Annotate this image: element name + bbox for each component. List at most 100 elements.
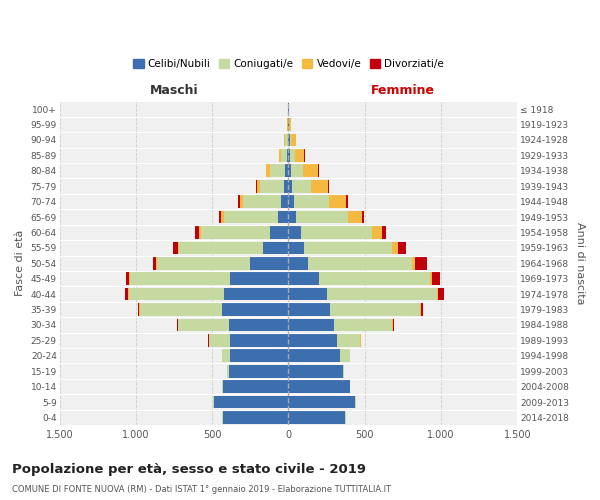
Bar: [219, 210, 221, 224]
Bar: [278, 210, 289, 224]
Bar: [398, 242, 406, 254]
Bar: [224, 288, 289, 300]
Bar: [430, 272, 432, 285]
Bar: [284, 134, 286, 146]
Bar: [345, 411, 346, 424]
Bar: [239, 196, 243, 208]
Bar: [288, 134, 289, 146]
Bar: [224, 210, 278, 224]
Bar: [178, 318, 229, 332]
Bar: [238, 196, 239, 208]
Bar: [289, 149, 290, 162]
Bar: [266, 164, 270, 177]
Bar: [328, 180, 329, 192]
Bar: [222, 411, 223, 424]
Bar: [281, 149, 287, 162]
Bar: [284, 180, 289, 192]
Bar: [294, 196, 329, 208]
Bar: [257, 180, 260, 192]
Bar: [213, 396, 214, 408]
Bar: [337, 334, 360, 346]
Bar: [289, 242, 304, 254]
Bar: [329, 196, 346, 208]
Bar: [214, 396, 289, 408]
Bar: [128, 288, 129, 300]
Bar: [229, 365, 289, 378]
Bar: [260, 180, 284, 192]
Bar: [308, 257, 412, 270]
Bar: [340, 350, 350, 362]
Bar: [179, 242, 263, 254]
Bar: [303, 164, 318, 177]
Bar: [129, 288, 224, 300]
Bar: [432, 272, 440, 285]
Bar: [318, 164, 319, 177]
Bar: [230, 350, 289, 362]
Bar: [291, 134, 296, 146]
Bar: [256, 180, 257, 192]
Bar: [289, 350, 340, 362]
Bar: [286, 164, 289, 177]
Bar: [230, 272, 289, 285]
Bar: [289, 365, 343, 378]
Bar: [129, 272, 130, 285]
Bar: [178, 242, 179, 254]
Bar: [230, 334, 289, 346]
Bar: [289, 134, 290, 146]
Bar: [201, 226, 270, 239]
Bar: [295, 149, 304, 162]
Bar: [140, 303, 222, 316]
Bar: [362, 210, 364, 224]
Bar: [177, 318, 178, 332]
Y-axis label: Fasce di età: Fasce di età: [15, 230, 25, 296]
Bar: [130, 272, 230, 285]
Text: Popolazione per età, sesso e stato civile - 2019: Popolazione per età, sesso e stato civil…: [12, 462, 366, 475]
Bar: [319, 272, 430, 285]
Bar: [243, 196, 281, 208]
Bar: [289, 380, 350, 393]
Bar: [289, 396, 355, 408]
Bar: [355, 396, 356, 408]
Bar: [223, 411, 289, 424]
Bar: [311, 180, 328, 192]
Bar: [250, 257, 289, 270]
Bar: [154, 257, 157, 270]
Bar: [222, 380, 223, 393]
Bar: [173, 242, 178, 254]
Bar: [270, 226, 289, 239]
Bar: [221, 210, 224, 224]
Bar: [412, 257, 415, 270]
Bar: [382, 226, 386, 239]
Bar: [223, 380, 289, 393]
Text: Maschi: Maschi: [150, 84, 199, 97]
Bar: [291, 164, 303, 177]
Bar: [289, 118, 291, 131]
Bar: [289, 411, 345, 424]
Bar: [138, 303, 139, 316]
Bar: [296, 210, 348, 224]
Bar: [263, 242, 289, 254]
Bar: [392, 242, 398, 254]
Text: COMUNE DI FONTE NUOVA (RM) - Dati ISTAT 1° gennaio 2019 - Elaborazione TUTTITALI: COMUNE DI FONTE NUOVA (RM) - Dati ISTAT …: [12, 485, 391, 494]
Bar: [278, 149, 281, 162]
Bar: [157, 257, 250, 270]
Bar: [209, 334, 230, 346]
Bar: [229, 318, 289, 332]
Bar: [290, 134, 291, 146]
Bar: [199, 226, 201, 239]
Bar: [393, 318, 394, 332]
Y-axis label: Anni di nascita: Anni di nascita: [575, 222, 585, 304]
Bar: [373, 226, 382, 239]
Bar: [270, 164, 286, 177]
Bar: [289, 334, 337, 346]
Bar: [289, 180, 292, 192]
Bar: [415, 257, 427, 270]
Bar: [346, 196, 347, 208]
Text: Femmine: Femmine: [371, 84, 435, 97]
Bar: [289, 272, 319, 285]
Bar: [289, 196, 294, 208]
Bar: [348, 210, 362, 224]
Bar: [222, 303, 289, 316]
Bar: [292, 180, 311, 192]
Bar: [281, 196, 289, 208]
